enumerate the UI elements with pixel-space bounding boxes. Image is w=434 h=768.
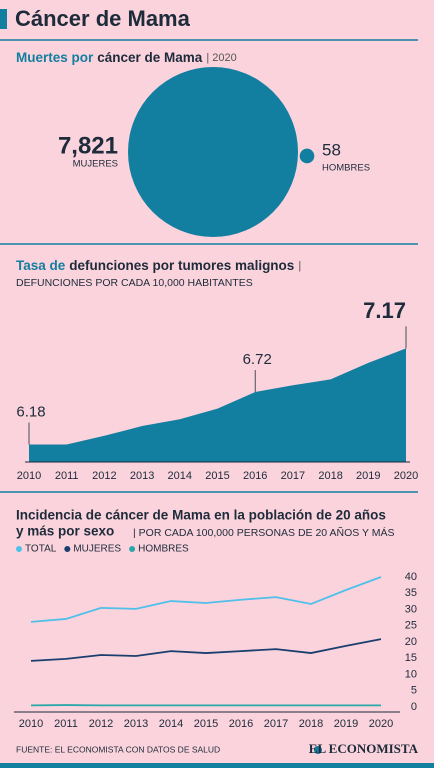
y-tick-label: 20 bbox=[405, 636, 417, 648]
x-tick-label: 2015 bbox=[194, 718, 218, 730]
subtitle: | POR CADA 100,000 PERSONAS DE 20 AÑOS Y… bbox=[133, 526, 394, 539]
title-part: defunciones por tumores malignos bbox=[69, 258, 294, 273]
x-tick-label: 2012 bbox=[92, 470, 116, 482]
x-tick-label: 2013 bbox=[124, 718, 148, 730]
source: FUENTE: EL ECONOMISTA CON DATOS DE SALUD bbox=[16, 744, 220, 754]
x-tick-label: 2010 bbox=[17, 470, 41, 482]
subtitle: DEFUNCIONES POR CADA 10,000 HABITANTES bbox=[16, 277, 253, 289]
y-tick-label: 10 bbox=[405, 668, 417, 680]
title-part: | 2020 bbox=[206, 52, 236, 64]
area bbox=[29, 348, 406, 462]
x-tick-label: 2020 bbox=[369, 718, 393, 730]
x-tick-label: 2019 bbox=[356, 470, 380, 482]
legend-label: TOTAL bbox=[25, 544, 57, 555]
bubble bbox=[299, 148, 315, 164]
x-tick-label: 2017 bbox=[281, 470, 305, 482]
y-tick-label: 0 bbox=[411, 701, 417, 713]
legend-label: HOMBRES bbox=[138, 544, 189, 555]
x-tick-label: 2014 bbox=[168, 470, 192, 482]
legend-swatch bbox=[129, 546, 136, 552]
x-tick-label: 2019 bbox=[334, 718, 358, 730]
logo-icon bbox=[314, 746, 322, 754]
x-tick-label: 2011 bbox=[54, 718, 78, 730]
title-part: cáncer de Mama bbox=[97, 50, 203, 65]
value-label: 58 bbox=[322, 140, 341, 159]
x-tick-label: 2016 bbox=[243, 470, 267, 482]
series-line bbox=[30, 576, 382, 623]
title-marker bbox=[0, 9, 7, 29]
y-tick-label: 40 bbox=[405, 571, 417, 583]
legend-swatch bbox=[64, 546, 71, 552]
legend-swatch bbox=[16, 546, 22, 552]
chart-title: y más por sexo bbox=[16, 524, 114, 539]
title-part: Muertes por bbox=[16, 50, 94, 65]
x-tick-label: 2010 bbox=[19, 718, 43, 730]
chart-title: Incidencia de cáncer de Mama en la pobla… bbox=[16, 508, 386, 523]
value-label: 6.18 bbox=[16, 403, 45, 420]
category-label: MUJERES bbox=[73, 159, 118, 170]
legend-label: MUJERES bbox=[73, 544, 121, 555]
y-tick-label: 5 bbox=[411, 685, 417, 697]
x-tick-label: 2013 bbox=[130, 470, 154, 482]
page-title: Cáncer de Mama bbox=[15, 6, 191, 31]
chart-title: Muertes por cáncer de Mama | 2020 bbox=[16, 50, 237, 65]
y-tick-label: 25 bbox=[405, 620, 417, 632]
x-tick-label: 2020 bbox=[394, 470, 418, 482]
y-tick-label: 30 bbox=[405, 603, 417, 615]
bubble bbox=[128, 67, 298, 237]
x-tick-label: 2018 bbox=[318, 470, 342, 482]
value-label: 6.72 bbox=[243, 351, 272, 368]
title-part: | bbox=[298, 260, 301, 272]
x-tick-label: 2015 bbox=[205, 470, 229, 482]
x-tick-label: 2017 bbox=[264, 718, 288, 730]
x-tick-label: 2011 bbox=[55, 470, 79, 482]
chart-title: Tasa de defunciones por tumores malignos | bbox=[16, 258, 301, 273]
category-label: HOMBRES bbox=[322, 163, 370, 174]
title-part: Tasa de bbox=[16, 258, 66, 273]
series-line bbox=[30, 638, 382, 662]
value-label: 7,821 bbox=[58, 132, 118, 159]
y-tick-label: 15 bbox=[405, 652, 417, 664]
x-tick-label: 2016 bbox=[229, 718, 253, 730]
logo: EL ECONOMISTA bbox=[309, 741, 419, 756]
x-tick-label: 2014 bbox=[159, 718, 183, 730]
value-label: 7.17 bbox=[363, 298, 406, 323]
bottom-strip bbox=[0, 763, 434, 768]
x-tick-label: 2018 bbox=[299, 718, 323, 730]
y-tick-label: 35 bbox=[405, 587, 417, 599]
x-tick-label: 2012 bbox=[89, 718, 113, 730]
